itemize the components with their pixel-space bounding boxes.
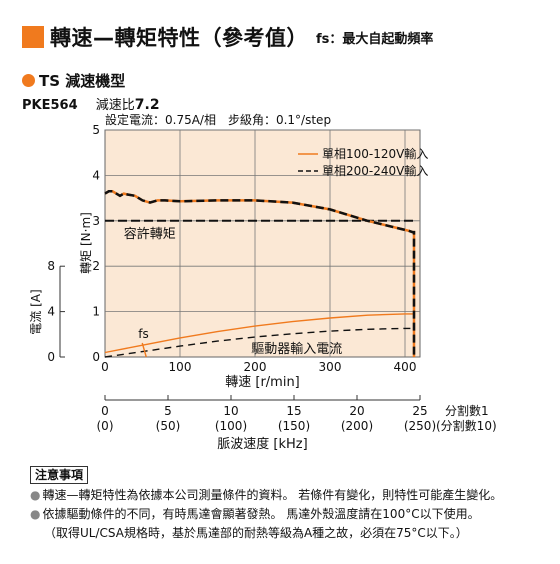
torque-tick-label: 2	[92, 259, 100, 273]
x-tick-label: 100	[169, 360, 192, 374]
torque-tick-label: 4	[92, 168, 100, 182]
torque-axis-label: 轉矩 [N·m]	[79, 212, 93, 274]
product-code: PKE564	[22, 98, 78, 113]
frequency-tick-label-tenth: (200)	[341, 419, 373, 433]
current-curve	[104, 327, 414, 358]
x-tick-label: 200	[244, 360, 267, 374]
torque-tick-label: 1	[92, 305, 100, 319]
page-header: 轉速—轉矩特性（參考值） fs：最大自起動頻率	[22, 22, 433, 52]
current-axis-label: 電流 [A]	[29, 289, 43, 334]
note-line: ● 轉速—轉矩特性為依據本公司測量條件的資料。 若條件有變化，則特性可能產生變化。	[30, 486, 502, 505]
x-tick-label: 0	[101, 360, 109, 374]
frequency-tick-label-tenth: (150)	[278, 419, 310, 433]
fs-note: fs：最大自起動頻率	[316, 31, 434, 47]
frequency-tick-label: 15	[286, 404, 301, 418]
current-tick-label: 4	[47, 305, 55, 319]
product-line: PKE564 減速比7.2	[22, 94, 160, 113]
frequency-axis-label: 脈波速度 [kHz]	[217, 436, 307, 452]
note-text: （取得UL/CSA規格時，基於馬達部的耐熱等級為A種之故，必須在75°C以下。）	[44, 526, 468, 540]
model-series-label: TS 減速機型	[39, 72, 126, 90]
frequency-tick-label-tenth: (100)	[215, 419, 247, 433]
frequency-unit-label-tenth: (分割數10)	[436, 418, 497, 433]
legend-label: 單相200-240V輸入	[322, 163, 428, 178]
note-line: （取得UL/CSA規格時，基於馬達部的耐熱等級為A種之故，必須在75°C以下。）	[30, 524, 502, 543]
orange-dot-icon	[22, 74, 35, 87]
frequency-tick-label: 10	[223, 404, 238, 418]
legend-label: 單相100-120V輸入	[322, 146, 428, 161]
page-title: 轉速—轉矩特性（參考值）	[50, 26, 308, 50]
frequency-tick-label: 5	[164, 404, 172, 418]
fs-label: fs	[138, 327, 148, 341]
note-text: 依據驅動條件的不同，有時馬達會顯著發熱。 馬達外殼溫度請在100°C以下使用。	[42, 507, 480, 521]
x-tick-label: 300	[319, 360, 342, 374]
frequency-tick-label: 0	[101, 404, 109, 418]
gear-ratio-value: 7.2	[134, 97, 160, 113]
plot-area	[104, 129, 421, 358]
current-tick-label: 0	[47, 350, 55, 364]
frequency-tick-label-tenth: (0)	[97, 419, 114, 433]
fs-marker-line	[141, 342, 147, 358]
bullet-icon: ●	[30, 488, 41, 502]
model-series: TS 減速機型	[22, 70, 125, 91]
note-text: 轉速—轉矩特性為依據本公司測量條件的資料。 若條件有變化，則特性可能產生變化。	[42, 488, 503, 502]
x-axis-label: 轉速 [r/min]	[225, 375, 300, 390]
frequency-tick-label: 20	[349, 404, 364, 418]
torque-tick-label: 3	[92, 214, 100, 228]
torque-tick-label: 5	[92, 123, 100, 137]
x-tick-label: 400	[394, 360, 417, 374]
frequency-unit-label: 分割數1	[445, 403, 489, 418]
frequency-tick-label: 25	[412, 404, 427, 418]
allowable-torque-label: 容許轉矩	[124, 226, 176, 242]
torque-tick-label: 0	[92, 350, 100, 364]
note-line: ● 依據驅動條件的不同，有時馬達會顯著發熱。 馬達外殼溫度請在100°C以下使用。	[30, 505, 502, 524]
current-tick-label: 8	[47, 259, 55, 273]
orange-square-icon	[22, 26, 44, 48]
torque-curve	[104, 190, 416, 357]
current-curve	[104, 313, 414, 354]
notes-heading: 注意事項	[30, 466, 89, 484]
frequency-tick-label-tenth: (250)	[404, 419, 436, 433]
driver-current-label: 驅動器輸入電流	[251, 342, 342, 357]
bullet-icon: ●	[30, 507, 41, 521]
chart-conditions: 設定電流：0.75A/相 步級角：0.1°/step	[105, 112, 331, 127]
notes-section: 注意事項 ● 轉速—轉矩特性為依據本公司測量條件的資料。 若條件有變化，則特性可能…	[30, 466, 502, 543]
frequency-tick-label-tenth: (50)	[156, 419, 181, 433]
gear-ratio-label: 減速比	[95, 98, 135, 113]
gear-ratio: 減速比7.2	[95, 97, 160, 113]
